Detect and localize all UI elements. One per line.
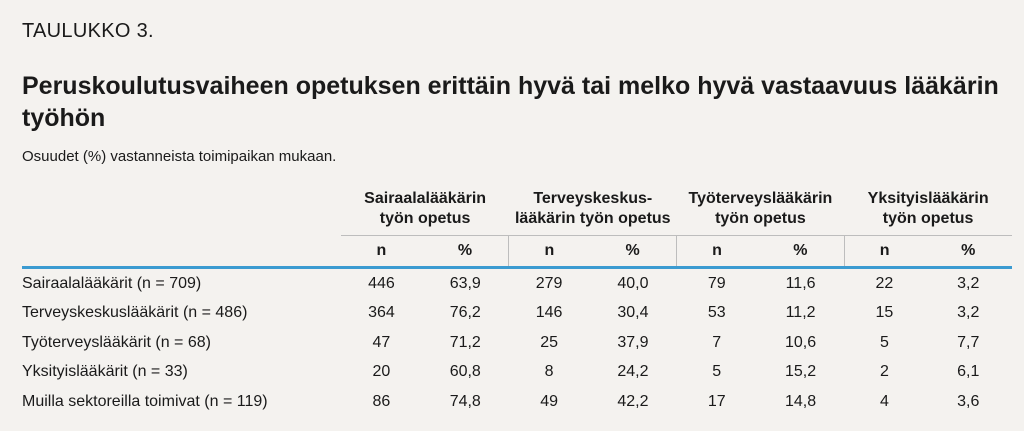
cell-value: 15 [875, 304, 894, 322]
cell-value: 37,9 [617, 333, 649, 351]
group-header-tyoterveys: Työterveyslääkärin työn opetus [677, 188, 845, 236]
cell-value: 3,2 [957, 304, 980, 322]
cell-value: 446 [368, 274, 395, 292]
cell-value: 146 [535, 304, 563, 322]
table-title: Peruskoulutusvaiheen opetuksen erittäin … [22, 72, 999, 132]
subheader-n: n [676, 235, 757, 269]
row-label: Työterveyslääkärit (n = 68) [22, 333, 211, 351]
table-label: TAULUKKO 3. [22, 20, 154, 42]
cell-value: 8 [544, 363, 554, 381]
cell-value: 63,9 [449, 274, 481, 292]
table-subtitle: Osuudet (%) vastanneista toimipaikan muk… [22, 148, 337, 165]
subheader-percent: % [924, 235, 1012, 269]
cell-value: 5 [879, 333, 889, 351]
subheader-n: n [843, 235, 925, 269]
row-label: Yksityislääkärit (n = 33) [22, 363, 188, 381]
row-label: Muilla sektoreilla toimivat (n = 119) [22, 392, 268, 410]
subheader-n: n [508, 235, 590, 269]
cell-value: 20 [372, 363, 391, 381]
group-header-line1: Sairaalalääkärin [364, 190, 487, 207]
group-header-terveyskeskus: Terveyskeskus- lääkärin työn opetus [509, 188, 677, 236]
cell-value: 71,2 [449, 333, 481, 351]
subheader-percent: % [421, 235, 509, 269]
cell-value: 76,2 [449, 304, 481, 322]
cell-value: 7,7 [957, 333, 980, 351]
cell-value: 42,2 [617, 392, 649, 410]
cell-value: 6,1 [957, 363, 980, 381]
group-header-line2: lääkärin työn opetus [514, 210, 671, 227]
cell-value: 11,2 [785, 304, 816, 322]
cell-value: 7 [712, 333, 722, 351]
cell-value: 10,6 [785, 333, 817, 351]
cell-value: 86 [372, 392, 391, 410]
group-header-line1: Työterveyslääkärin [688, 190, 833, 207]
table-row: Terveyskeskuslääkärit (n = 486) 364 76,2… [22, 299, 1012, 329]
cell-value: 11,6 [785, 274, 816, 292]
cell-value: 79 [707, 274, 726, 292]
subheader-row: n % n % n % n % [22, 235, 1012, 269]
row-label: Terveyskeskuslääkärit (n = 486) [22, 304, 248, 322]
cell-value: 49 [540, 392, 558, 410]
group-header-line2: työn opetus [379, 210, 471, 227]
cell-value: 53 [707, 304, 726, 322]
table-row: Sairaalalääkärit (n = 709) 446 63,9 279 … [22, 268, 1012, 299]
cell-value: 30,4 [617, 304, 649, 322]
cell-value: 364 [368, 304, 395, 322]
cell-value: 22 [875, 274, 894, 292]
cell-value: 2 [879, 363, 889, 381]
cell-value: 3,6 [957, 392, 980, 410]
cell-value: 24,2 [617, 363, 649, 381]
cell-value: 74,8 [449, 392, 481, 410]
cell-value: 17 [707, 392, 726, 410]
group-header-yksityis: Yksityislääkärin työn opetus [844, 188, 1012, 236]
subheader-blank [22, 235, 342, 269]
group-header-sairaala: Sairaalalääkärin työn opetus [341, 188, 509, 236]
cell-value: 25 [540, 333, 558, 351]
corner-cell [22, 188, 341, 236]
cell-value: 4 [879, 392, 889, 410]
table-row: Työterveyslääkärit (n = 68) 47 71,2 25 3… [22, 328, 1012, 358]
group-header-line1: Terveyskeskus- [533, 190, 653, 207]
cell-value: 60,8 [449, 363, 481, 381]
cell-value: 279 [535, 274, 563, 292]
cell-value: 47 [372, 333, 391, 351]
subheader-percent: % [589, 235, 677, 269]
subheader-percent: % [756, 235, 845, 269]
subheader-n: n [341, 235, 422, 269]
cell-value: 40,0 [617, 274, 649, 292]
group-header-line2: työn opetus [882, 210, 974, 227]
table-row: Yksityislääkärit (n = 33) 20 60,8 8 24,2… [22, 358, 1012, 388]
row-label: Sairaalalääkärit (n = 709) [22, 274, 202, 292]
cell-value: 3,2 [957, 274, 980, 292]
group-header-line2: työn opetus [715, 210, 806, 227]
group-header-line1: Yksityislääkärin [867, 190, 989, 207]
table-row: Muilla sektoreilla toimivat (n = 119) 86… [22, 387, 1012, 417]
cell-value: 5 [712, 363, 722, 381]
group-header-row: Sairaalalääkärin työn opetus Terveyskesk… [22, 188, 1012, 236]
cell-value: 14,8 [785, 392, 817, 410]
data-table: Sairaalalääkärin työn opetus Terveyskesk… [22, 188, 1012, 417]
cell-value: 15,2 [785, 363, 817, 381]
